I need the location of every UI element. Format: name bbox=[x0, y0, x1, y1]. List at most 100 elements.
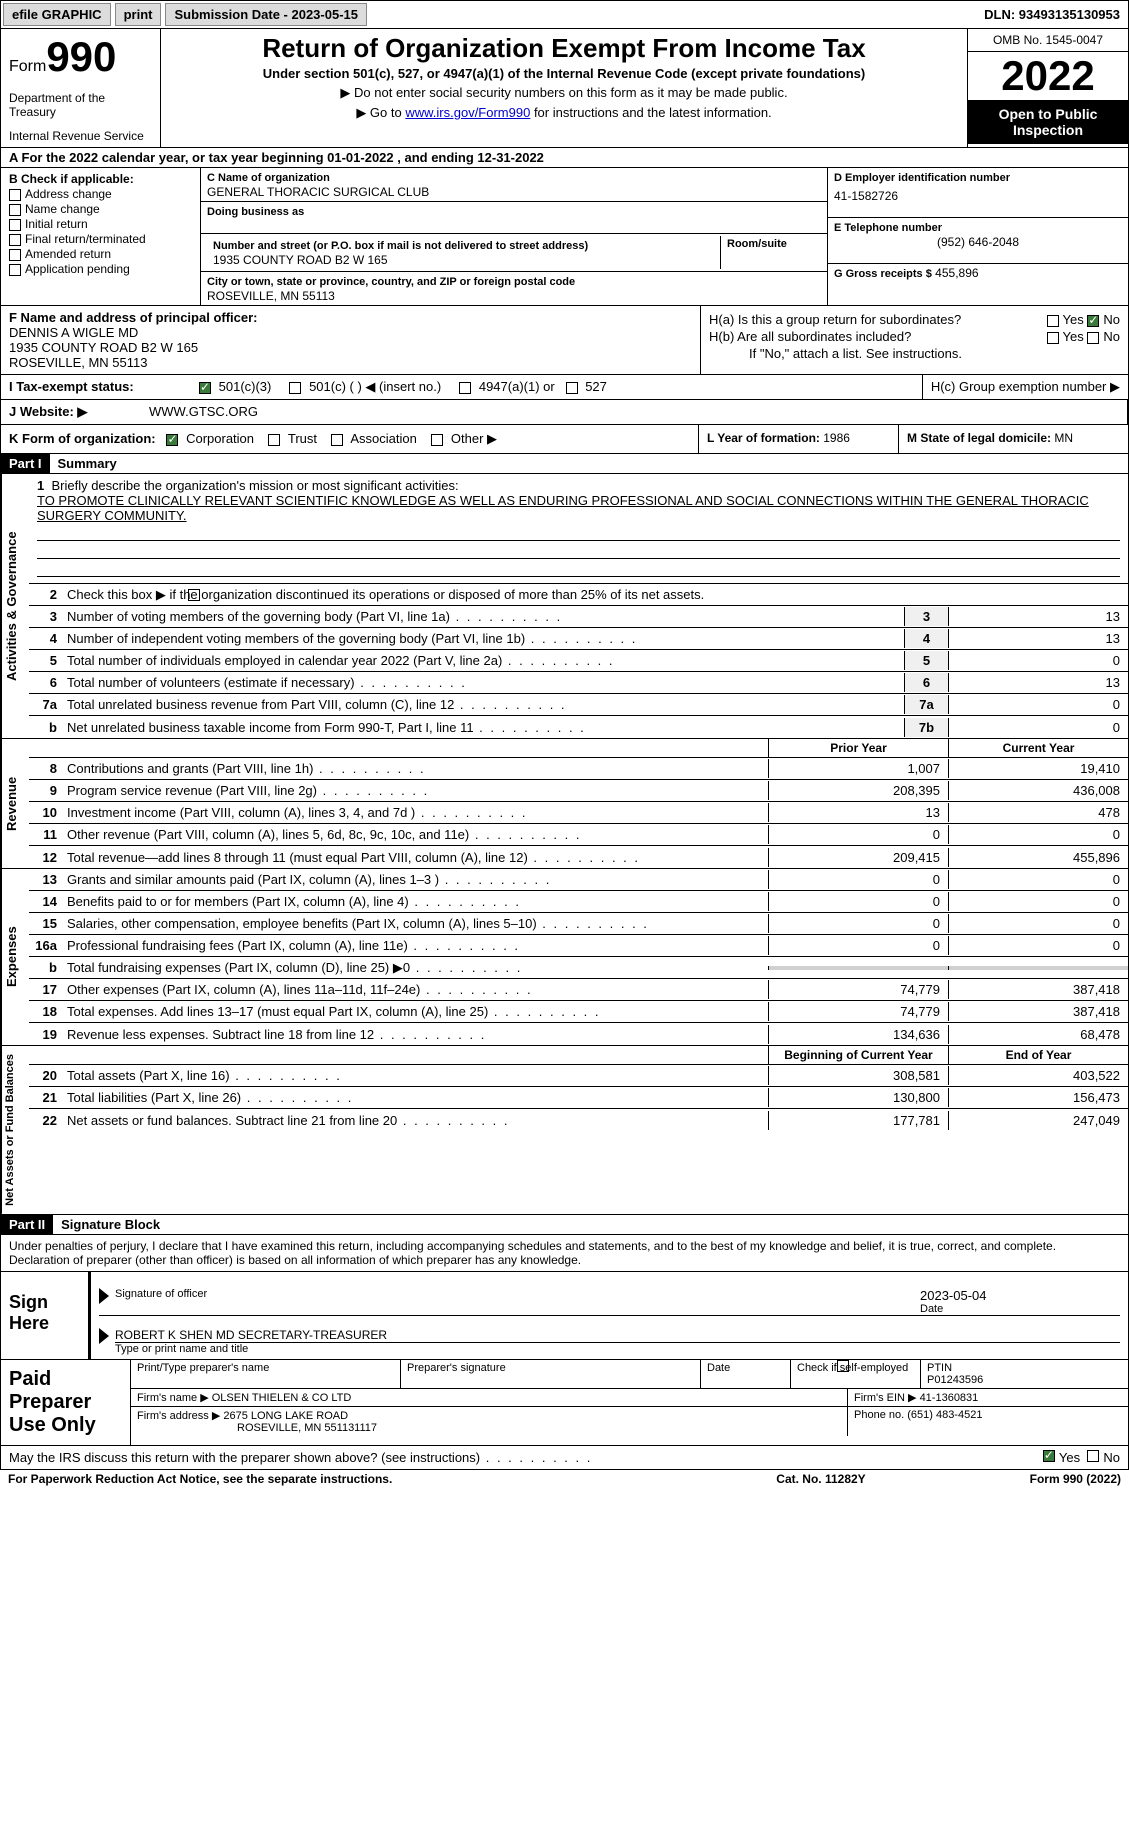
chk-501c3[interactable] bbox=[199, 382, 211, 394]
chk-corp[interactable] bbox=[166, 434, 178, 446]
line2-text: Check this box ▶ if the organization dis… bbox=[63, 585, 1128, 605]
m-label: M State of legal domicile: bbox=[907, 431, 1054, 445]
na-line-22: 22Net assets or fund balances. Subtract … bbox=[29, 1109, 1128, 1131]
hb-note: If "No," attach a list. See instructions… bbox=[709, 346, 1120, 361]
discuss-label: May the IRS discuss this return with the… bbox=[9, 1450, 1043, 1465]
blank-line-1 bbox=[37, 525, 1120, 541]
line2-inner: Check this box ▶ if the organization dis… bbox=[67, 587, 704, 602]
chk-4947[interactable] bbox=[459, 382, 471, 394]
chk-name-change[interactable] bbox=[9, 204, 21, 216]
lbl-4947: 4947(a)(1) or bbox=[479, 379, 555, 394]
col-boy: Beginning of Current Year bbox=[768, 1046, 948, 1064]
firm-ein: 41-1360831 bbox=[920, 1392, 979, 1404]
perjury-text: Under penalties of perjury, I declare th… bbox=[0, 1235, 1129, 1272]
sig-name-label: Type or print name and title bbox=[115, 1343, 248, 1355]
section-d: D Employer identification number 41-1582… bbox=[828, 168, 1128, 305]
l-val: 1986 bbox=[823, 431, 850, 445]
chk-trust[interactable] bbox=[268, 434, 280, 446]
exp-line-b: bTotal fundraising expenses (Part IX, co… bbox=[29, 957, 1128, 979]
chk-selfemp[interactable] bbox=[837, 1360, 849, 1372]
ha-yes[interactable] bbox=[1047, 315, 1059, 327]
lbl-final-return: Final return/terminated bbox=[25, 232, 146, 246]
header-center: Return of Organization Exempt From Incom… bbox=[161, 29, 968, 147]
exp-line-14: 14Benefits paid to or for members (Part … bbox=[29, 891, 1128, 913]
blank-line-2 bbox=[37, 543, 1120, 559]
side-governance: Activities & Governance bbox=[1, 474, 29, 738]
na-line-20: 20Total assets (Part X, line 16)308,5814… bbox=[29, 1065, 1128, 1087]
revenue-block: Revenue Prior Year Current Year 8Contrib… bbox=[0, 739, 1129, 869]
lbl-trust: Trust bbox=[288, 431, 317, 446]
discuss-row: May the IRS discuss this return with the… bbox=[0, 1446, 1129, 1470]
goto-suffix: for instructions and the latest informat… bbox=[530, 105, 771, 120]
gov-line-4: 4Number of independent voting members of… bbox=[29, 628, 1128, 650]
gross-label: G Gross receipts $ bbox=[834, 268, 932, 280]
chk-discontinued[interactable] bbox=[188, 589, 200, 601]
topbar: efile GRAPHIC print Submission Date - 20… bbox=[0, 0, 1129, 29]
discuss-no-lbl: No bbox=[1103, 1450, 1120, 1465]
chk-address-change[interactable] bbox=[9, 189, 21, 201]
hb-yes[interactable] bbox=[1047, 332, 1059, 344]
mission-label: Briefly describe the organization's miss… bbox=[51, 478, 458, 493]
ptin-val: P01243596 bbox=[927, 1374, 983, 1386]
chk-other[interactable] bbox=[431, 434, 443, 446]
side-netassets: Net Assets or Fund Balances bbox=[1, 1046, 29, 1214]
ptin-label: PTIN bbox=[927, 1362, 952, 1374]
firm-addr1: 2675 LONG LAKE ROAD bbox=[223, 1410, 348, 1422]
form-word: Form bbox=[9, 58, 46, 75]
city-value: ROSEVILLE, MN 55113 bbox=[207, 289, 821, 303]
sig-date-label: Date bbox=[920, 1303, 943, 1315]
phone-value: (952) 646-2048 bbox=[834, 235, 1122, 249]
na-line-21: 21Total liabilities (Part X, line 26)130… bbox=[29, 1087, 1128, 1109]
mission-block: 1 Briefly describe the organization's mi… bbox=[29, 474, 1128, 584]
chk-initial-return[interactable] bbox=[9, 219, 21, 231]
part1-badge: Part I bbox=[1, 454, 50, 473]
sig-name: ROBERT K SHEN MD SECRETARY-TREASURER bbox=[115, 1328, 1120, 1343]
section-b: B Check if applicable: Address change Na… bbox=[1, 168, 201, 305]
footer-left: For Paperwork Reduction Act Notice, see … bbox=[8, 1472, 721, 1486]
chk-527[interactable] bbox=[566, 382, 578, 394]
hb-no[interactable] bbox=[1087, 332, 1099, 344]
print-button[interactable]: print bbox=[115, 3, 162, 26]
chk-assoc[interactable] bbox=[331, 434, 343, 446]
city-label: City or town, state or province, country… bbox=[207, 276, 575, 288]
lbl-name-change: Name change bbox=[25, 202, 100, 216]
officer-street: 1935 COUNTY ROAD B2 W 165 bbox=[9, 340, 692, 355]
org-name: GENERAL THORACIC SURGICAL CLUB bbox=[207, 185, 821, 199]
gov-line-3: 3Number of voting members of the governi… bbox=[29, 606, 1128, 628]
side-revenue: Revenue bbox=[1, 739, 29, 868]
header-right: OMB No. 1545-0047 2022 Open to Public In… bbox=[968, 29, 1128, 147]
lbl-app-pending: Application pending bbox=[25, 262, 130, 276]
lbl-527: 527 bbox=[585, 379, 607, 394]
discuss-yes[interactable] bbox=[1043, 1450, 1055, 1462]
efile-label: efile GRAPHIC bbox=[3, 3, 111, 26]
goto-prefix: Go to bbox=[370, 105, 405, 120]
lbl-amended: Amended return bbox=[25, 247, 111, 261]
form-title: Return of Organization Exempt From Incom… bbox=[165, 33, 963, 64]
discuss-no[interactable] bbox=[1087, 1450, 1099, 1462]
irs-link[interactable]: www.irs.gov/Form990 bbox=[405, 105, 530, 120]
prep-sig-label: Preparer's signature bbox=[401, 1360, 701, 1388]
hb-no-lbl: No bbox=[1103, 329, 1120, 344]
officer-label: F Name and address of principal officer: bbox=[9, 310, 692, 325]
form-header: Form990 Department of the Treasury Inter… bbox=[0, 29, 1129, 148]
lbl-other: Other ▶ bbox=[451, 431, 497, 446]
ha-label: H(a) Is this a group return for subordin… bbox=[709, 312, 1047, 327]
chk-amended[interactable] bbox=[9, 249, 21, 261]
street-label: Number and street (or P.O. box if mail i… bbox=[213, 240, 588, 252]
rev-line-12: 12Total revenue—add lines 8 through 11 (… bbox=[29, 846, 1128, 868]
chk-501c[interactable] bbox=[289, 382, 301, 394]
gov-line-5: 5Total number of individuals employed in… bbox=[29, 650, 1128, 672]
netassets-col-header: Beginning of Current Year End of Year bbox=[29, 1046, 1128, 1065]
exp-line-13: 13Grants and similar amounts paid (Part … bbox=[29, 869, 1128, 891]
ha-no[interactable] bbox=[1087, 315, 1099, 327]
block-fh: F Name and address of principal officer:… bbox=[0, 306, 1129, 375]
firm-name-label: Firm's name ▶ bbox=[137, 1392, 209, 1404]
chk-app-pending[interactable] bbox=[9, 264, 21, 276]
firm-name: OLSEN THIELEN & CO LTD bbox=[212, 1392, 352, 1404]
sign-block: Sign Here Signature of officer 2023-05-0… bbox=[0, 1272, 1129, 1360]
row-a-period: A For the 2022 calendar year, or tax yea… bbox=[0, 148, 1129, 168]
chk-final-return[interactable] bbox=[9, 234, 21, 246]
col-prior: Prior Year bbox=[768, 739, 948, 757]
rev-line-11: 11Other revenue (Part VIII, column (A), … bbox=[29, 824, 1128, 846]
org-name-label: C Name of organization bbox=[207, 172, 330, 184]
